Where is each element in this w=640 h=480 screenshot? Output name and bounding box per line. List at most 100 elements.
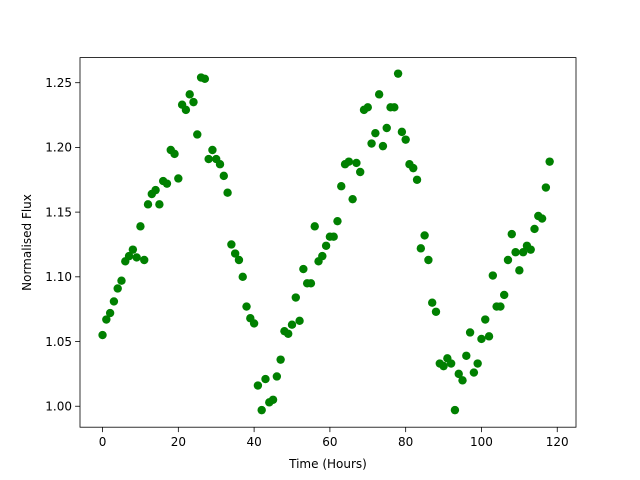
point (390, 103, 399, 112)
y-tick-label: 1.00 (45, 400, 72, 414)
point (537, 214, 547, 223)
point (371, 128, 380, 138)
x-tick-label: 60 (322, 435, 337, 449)
point (439, 361, 448, 371)
point (541, 183, 551, 192)
y-tick-label: 1.15 (45, 205, 72, 219)
point (200, 74, 210, 84)
point (253, 381, 263, 390)
point (219, 171, 228, 181)
point (98, 330, 107, 340)
point (181, 105, 191, 115)
point (185, 90, 194, 99)
point (234, 255, 244, 265)
point (378, 141, 388, 151)
point (424, 255, 433, 265)
point (117, 276, 126, 285)
point (204, 154, 213, 164)
point (503, 255, 513, 265)
point (401, 135, 410, 144)
point (465, 328, 475, 337)
point (499, 290, 509, 300)
point (484, 332, 494, 341)
plot-frame (79, 57, 577, 428)
point (473, 359, 482, 368)
x-tick-label: 120 (546, 435, 569, 449)
point (420, 231, 429, 240)
point (128, 245, 138, 254)
point (230, 249, 240, 258)
point (348, 194, 357, 204)
point (113, 284, 122, 293)
point (374, 90, 384, 99)
point (284, 329, 293, 338)
y-tick-label: 1.25 (45, 76, 72, 90)
point (530, 224, 539, 234)
x-axis-label: Time (Hours) (288, 457, 367, 471)
point (291, 293, 300, 302)
point (193, 130, 202, 139)
x-tick-label: 100 (470, 435, 493, 449)
point (333, 216, 342, 226)
point (143, 200, 153, 209)
point (477, 334, 486, 344)
point (469, 368, 479, 377)
point (223, 188, 232, 197)
point (356, 167, 365, 177)
point (227, 240, 236, 249)
point (507, 229, 516, 239)
point (526, 245, 535, 254)
point (481, 315, 490, 324)
point (162, 179, 172, 188)
point (249, 319, 259, 328)
point (518, 248, 528, 257)
point (215, 160, 225, 169)
point (496, 302, 505, 311)
y-tick-label: 1.10 (45, 270, 72, 284)
point (242, 302, 251, 311)
x-tick-label: 40 (246, 435, 261, 449)
point (416, 244, 426, 253)
point (257, 405, 266, 415)
point (105, 308, 115, 318)
point (367, 139, 376, 148)
point (458, 376, 467, 385)
point (363, 103, 372, 112)
point (238, 272, 247, 282)
point (306, 279, 316, 288)
point (268, 395, 278, 404)
point (299, 264, 308, 274)
point (344, 157, 354, 166)
y-axis-label: Normalised Flux (20, 194, 34, 291)
point (151, 185, 160, 195)
point (329, 232, 338, 241)
point (454, 369, 463, 379)
point (208, 145, 217, 155)
x-tick-label: 80 (398, 435, 413, 449)
point (318, 251, 327, 261)
y-tick-label: 1.20 (45, 141, 72, 155)
point (132, 253, 141, 262)
point (450, 405, 460, 415)
point (511, 248, 520, 257)
point (287, 320, 297, 329)
point (545, 157, 554, 166)
point (276, 355, 285, 364)
point (515, 266, 524, 275)
point (337, 182, 346, 191)
point (393, 69, 403, 78)
point (189, 97, 198, 107)
point (136, 222, 145, 231)
point (170, 149, 179, 159)
point (174, 174, 183, 183)
x-tick-label: 20 (171, 435, 186, 449)
point (409, 163, 418, 173)
x-tick-label: 0 (99, 435, 107, 449)
point (272, 372, 282, 381)
point (428, 298, 437, 307)
point (295, 316, 304, 326)
point (446, 359, 456, 368)
point (261, 374, 270, 384)
point (397, 127, 407, 137)
